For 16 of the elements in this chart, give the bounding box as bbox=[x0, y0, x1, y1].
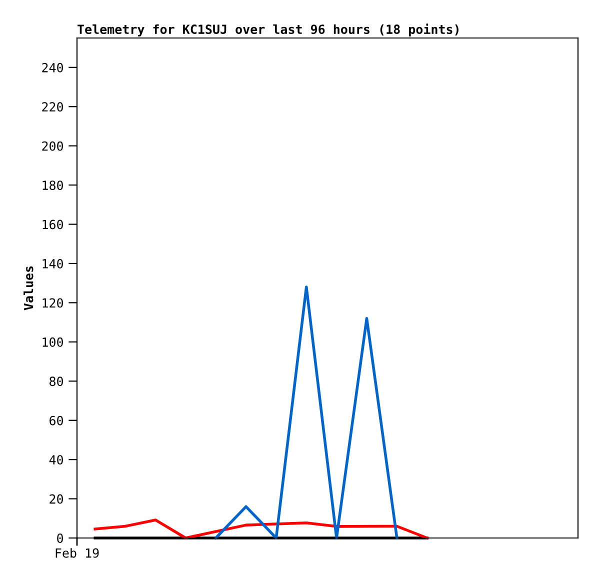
y-tick-label: 100 bbox=[42, 337, 63, 347]
y-tick-label: 160 bbox=[42, 220, 63, 230]
y-tick-label: 140 bbox=[42, 258, 63, 268]
y-tick-label: 180 bbox=[42, 180, 63, 190]
text: Feb 19 bbox=[56, 548, 99, 558]
y-tick-label: 240 bbox=[42, 62, 63, 72]
y-tick-label: 80 bbox=[50, 376, 63, 386]
y-tick-label: 120 bbox=[42, 298, 63, 308]
y-tick-label: 20 bbox=[50, 494, 63, 504]
y-tick-label: 200 bbox=[42, 141, 63, 151]
y-axis-title: Values bbox=[24, 266, 34, 310]
y-tick-label: 0 bbox=[57, 534, 63, 543]
chart-title: Telemetry for KC1SUJ over last 96 hours (18 points) bbox=[78, 24, 458, 36]
y-tick-label: 220 bbox=[42, 102, 63, 112]
y-tick-label: 40 bbox=[49, 455, 63, 465]
y-tick-label: 60 bbox=[50, 416, 63, 426]
